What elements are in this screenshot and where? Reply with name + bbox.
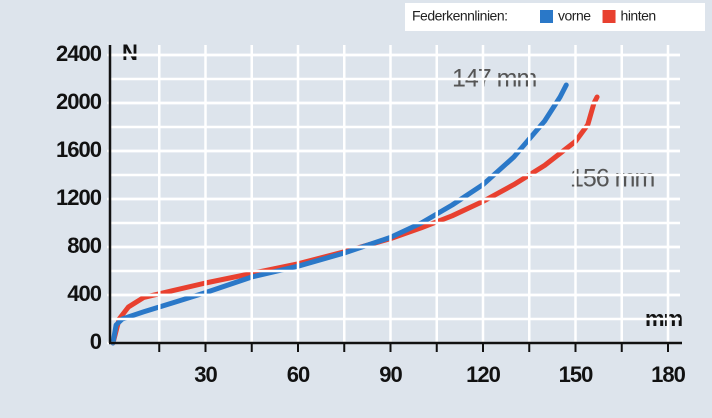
legend-box [405, 3, 705, 31]
y-tick-label: 2400 [56, 41, 102, 66]
legend-swatch [602, 10, 616, 23]
x-tick-label: 150 [559, 362, 593, 387]
x-tick-label: 30 [194, 362, 217, 387]
y-tick-label: 800 [67, 233, 101, 258]
legend-label: hinten [621, 8, 656, 24]
y-tick-label: 1200 [56, 185, 102, 210]
y-tick-label: 400 [67, 281, 101, 306]
annotation: 156 mm [570, 165, 654, 193]
legend-swatch [540, 10, 553, 23]
x-tick-label: 120 [466, 362, 500, 387]
y-tick-label: 2000 [56, 89, 102, 114]
legend-title: Federkennlinien: [412, 8, 508, 24]
x-tick-label: 90 [379, 362, 402, 387]
y-tick-label: 1600 [56, 137, 102, 162]
x-tick-label: 60 [287, 362, 310, 387]
x-tick-label: 180 [651, 362, 685, 387]
legend-label: vorne [558, 8, 591, 24]
y-axis-label: N [122, 40, 137, 65]
y-tick-label: 0 [90, 329, 102, 354]
